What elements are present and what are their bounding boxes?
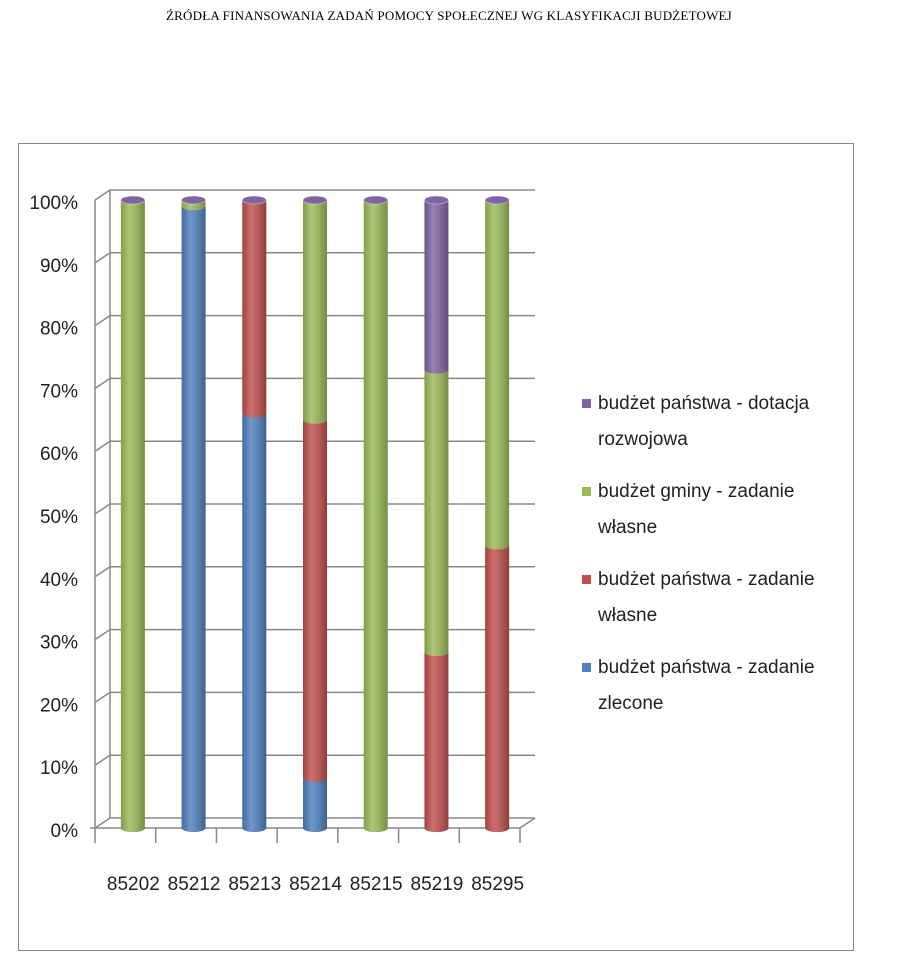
- y-tick-label: 100%: [29, 193, 78, 214]
- cylinder-cap: [181, 195, 207, 205]
- legend-swatch: [582, 575, 591, 584]
- legend-label: budżet państwa - zadanie własne: [598, 569, 815, 626]
- cylinder-cap: [241, 195, 267, 205]
- x-tick-label: 85214: [289, 874, 342, 895]
- cylinder-shade: [424, 200, 449, 374]
- bar-segment: [242, 413, 267, 832]
- bar-segment: [242, 200, 267, 418]
- cylinder-shade: [303, 200, 327, 424]
- bar-segment: [485, 545, 510, 832]
- y-tick-label: 0%: [51, 821, 79, 842]
- bar-segment: [303, 777, 327, 832]
- bar-segment: [120, 200, 145, 832]
- x-tick-label: 85219: [411, 874, 464, 895]
- cylinder-shade: [485, 545, 510, 832]
- cylinder-shade: [303, 419, 327, 782]
- cylinder-shade: [485, 200, 510, 550]
- y-tick-label: 70%: [40, 381, 78, 402]
- legend-swatch: [582, 487, 591, 496]
- x-tick-label: 85212: [168, 874, 221, 895]
- bar-segment: [424, 200, 449, 374]
- bar-segment: [424, 652, 449, 832]
- y-tick-label: 20%: [40, 695, 78, 716]
- bar-segment: [485, 200, 510, 550]
- bar-segment: [303, 419, 327, 782]
- y-tick-label: 60%: [40, 444, 78, 465]
- cylinder-shade: [424, 652, 449, 832]
- bar-segment: [181, 206, 206, 832]
- bar-segment: [303, 200, 327, 424]
- cylinder-shade: [181, 206, 206, 832]
- y-tick-label: 30%: [40, 633, 78, 654]
- x-tick-label: 85215: [350, 874, 403, 895]
- chart-frame: [18, 143, 854, 951]
- cylinder-shade: [120, 200, 145, 832]
- legend-swatch: [582, 663, 591, 672]
- chart-title: ŹRÓDŁA FINANSOWANIA ZADAŃ POMOCY SPOŁECZ…: [166, 8, 732, 23]
- bar-segment: [363, 200, 388, 832]
- x-tick-label: 85295: [471, 874, 524, 895]
- y-tick-label: 90%: [40, 256, 78, 277]
- x-tick-label: 85213: [228, 874, 281, 895]
- cylinder-cap: [484, 195, 510, 205]
- legend-swatch: [582, 399, 591, 408]
- legend-label: budżet gminy - zadanie własne: [598, 481, 795, 538]
- cylinder-shade: [363, 200, 388, 832]
- y-tick-label: 50%: [40, 507, 78, 528]
- y-tick-label: 80%: [40, 319, 78, 340]
- legend-label: budżet państwa - dotacja rozwojowa: [598, 393, 810, 450]
- cylinder-shade: [242, 413, 267, 832]
- y-tick-label: 40%: [40, 570, 78, 591]
- cylinder-shade: [303, 777, 327, 832]
- legend-label: budżet państwa - zadanie zlecone: [598, 657, 815, 714]
- y-tick-label: 10%: [40, 758, 78, 779]
- cylinder-shade: [424, 369, 449, 657]
- cylinder-cap: [302, 195, 328, 205]
- cylinder-shade: [242, 200, 267, 418]
- x-tick-label: 85202: [107, 874, 160, 895]
- cylinder-cap: [120, 195, 146, 205]
- cylinder-cap: [363, 195, 389, 205]
- cylinder-cap: [423, 195, 449, 205]
- bar-segment: [424, 369, 449, 657]
